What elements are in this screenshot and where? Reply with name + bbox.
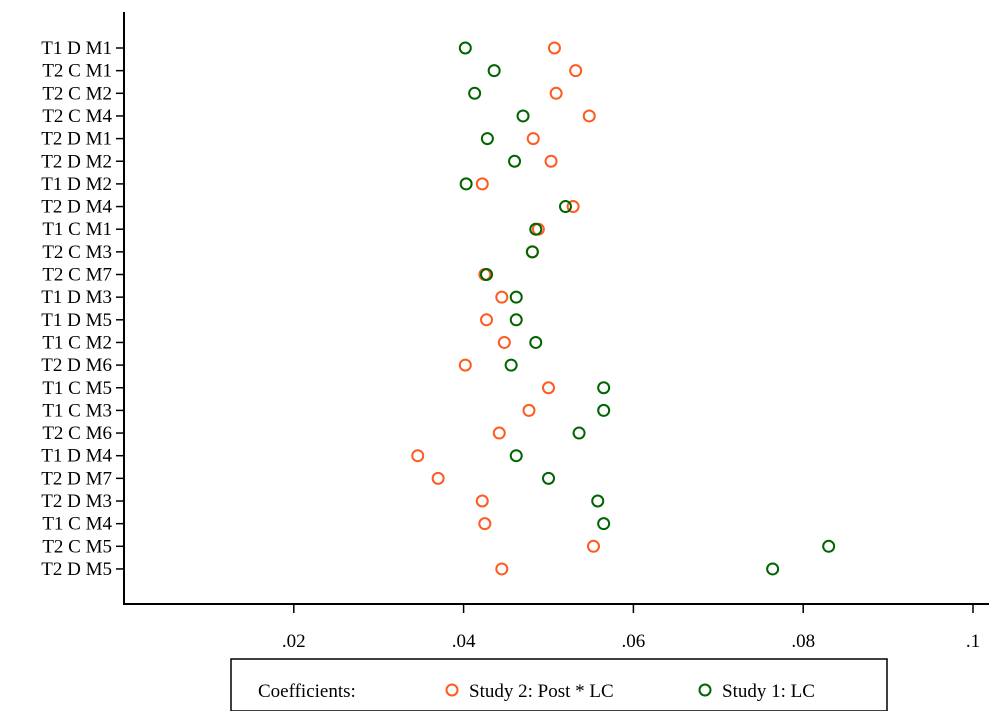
point-study-1-lc-t1-c-m2 — [529, 335, 543, 349]
point-study-1-lc-t1-d-m4 — [509, 449, 523, 463]
y-tick-label: T2 D M1 — [41, 129, 112, 150]
y-tick-label: T2 C M7 — [42, 265, 112, 286]
point-study-1-lc-t1-d-m5 — [509, 313, 523, 327]
y-tick-label: T1 D M1 — [41, 38, 112, 59]
point-study-1-lc-t2-c-m2 — [468, 86, 482, 100]
point-study-1-lc-t2-c-m6 — [572, 426, 586, 440]
y-tick-label: T1 C M2 — [42, 332, 112, 353]
y-tick-label: T2 C M3 — [42, 242, 112, 263]
point-study-2-post-lc-t2-d-m2 — [544, 154, 558, 168]
point-study-2-post-lc-t2-c-m4 — [582, 109, 596, 123]
x-ticks — [293, 604, 974, 613]
point-study-2-post-lc-t2-d-m5 — [495, 562, 509, 576]
point-study-2-post-lc-t2-d-m4 — [566, 200, 580, 214]
point-study-2-post-lc-t2-d-m7 — [431, 471, 445, 485]
point-study-1-lc-t2-d-m4 — [558, 200, 572, 214]
legend-label-study-1: Study 1: LC — [722, 681, 815, 702]
y-tick-label: T2 D M2 — [41, 151, 112, 172]
y-tick-label: T1 D M4 — [41, 446, 112, 467]
point-study-1-lc-t2-c-m3 — [525, 245, 539, 259]
point-study-1-lc-t2-d-m6 — [504, 358, 518, 372]
point-study-1-lc-t2-c-m1 — [487, 64, 501, 78]
point-study-2-post-lc-t1-d-m5 — [480, 313, 494, 327]
point-study-2-post-lc-t1-c-m4 — [478, 517, 492, 531]
x-tick-label: .1 — [966, 631, 980, 652]
y-tick-label: T1 D M2 — [41, 174, 112, 195]
y-tick-label: T2 D M3 — [41, 491, 112, 512]
x-tick-label: .02 — [282, 631, 306, 652]
y-tick-label: T2 D M6 — [41, 355, 112, 376]
point-study-2-post-lc-t1-d-m3 — [495, 290, 509, 304]
legend-marker-study-2 — [445, 683, 459, 697]
series-study-1-lc — [458, 41, 836, 576]
point-study-2-post-lc-t1-c-m3 — [522, 403, 536, 417]
point-study-2-post-lc-t1-c-m5 — [542, 381, 555, 395]
point-study-2-post-lc-t1-c-m2 — [497, 335, 511, 349]
point-study-1-lc-t1-c-m5 — [597, 381, 611, 395]
point-study-2-post-lc-t2-c-m2 — [549, 86, 563, 100]
y-tick-label: T1 C M1 — [42, 219, 112, 240]
point-study-1-lc-t1-c-m4 — [597, 517, 611, 531]
point-study-1-lc-t2-d-m2 — [508, 154, 522, 168]
point-study-1-lc-t2-c-m7 — [480, 268, 494, 281]
y-ticks — [116, 47, 124, 570]
data-points — [411, 41, 836, 576]
x-tick-labels: .02 .04 .06 .08 .1 — [282, 631, 980, 652]
point-study-1-lc-t2-d-m7 — [542, 471, 555, 485]
y-tick-label: T1 C M5 — [42, 378, 112, 399]
y-tick-label: T2 C M6 — [42, 423, 112, 444]
y-tick-label: T1 C M4 — [42, 514, 112, 535]
point-study-1-lc-t1-d-m3 — [509, 290, 523, 304]
point-study-1-lc-t1-c-m3 — [597, 403, 611, 417]
point-study-1-lc-t1-d-m2 — [459, 177, 473, 191]
legend-label-study-2: Study 2: Post * LC — [469, 681, 614, 702]
y-tick-label: T2 D M5 — [41, 559, 112, 580]
x-tick-label: .08 — [791, 631, 815, 652]
point-study-1-lc-t2-d-m3 — [591, 494, 605, 508]
x-tick-label: .06 — [622, 631, 646, 652]
series-study-2-post-lc — [411, 41, 600, 576]
y-tick-label: T1 C M3 — [42, 400, 112, 421]
point-study-2-post-lc-t2-d-m1 — [526, 132, 540, 146]
point-study-2-post-lc-t2-c-m5 — [586, 539, 600, 553]
point-study-1-lc-t1-c-m1 — [529, 222, 543, 236]
point-study-2-post-lc-t2-c-m1 — [569, 64, 583, 78]
y-tick-label: T2 D M4 — [41, 197, 112, 218]
point-study-2-post-lc-t1-d-m2 — [475, 177, 489, 191]
y-tick-label: T2 C M1 — [42, 61, 112, 82]
y-tick-label: T1 D M5 — [41, 310, 112, 331]
y-tick-label: T2 C M4 — [42, 106, 112, 127]
legend-marker-study-1 — [698, 683, 712, 697]
point-study-2-post-lc-t1-d-m1 — [547, 41, 561, 55]
y-tick-label: T2 C M5 — [42, 536, 112, 557]
legend-prefix: Coefficients: — [258, 681, 356, 702]
y-tick-label: T2 D M7 — [41, 468, 112, 489]
axes — [123, 12, 989, 605]
point-study-1-lc-t2-c-m4 — [516, 109, 530, 123]
y-tick-label: T1 D M3 — [41, 287, 112, 308]
point-study-1-lc-t2-d-m5 — [766, 562, 780, 576]
point-study-2-post-lc-t2-c-m6 — [492, 426, 506, 440]
x-tick-label: .04 — [452, 631, 476, 652]
y-tick-label: T2 C M2 — [42, 83, 112, 104]
legend: Coefficients: Study 2: Post * LC Study 1… — [230, 658, 888, 711]
point-study-2-post-lc-t1-d-m4 — [411, 449, 425, 463]
point-study-1-lc-t2-d-m1 — [480, 132, 494, 146]
legend-box — [230, 658, 888, 711]
point-study-1-lc-t2-c-m5 — [822, 539, 836, 553]
point-study-2-post-lc-t2-d-m3 — [475, 494, 489, 508]
point-study-1-lc-t1-d-m1 — [458, 41, 472, 55]
point-study-2-post-lc-t2-d-m6 — [458, 358, 472, 372]
